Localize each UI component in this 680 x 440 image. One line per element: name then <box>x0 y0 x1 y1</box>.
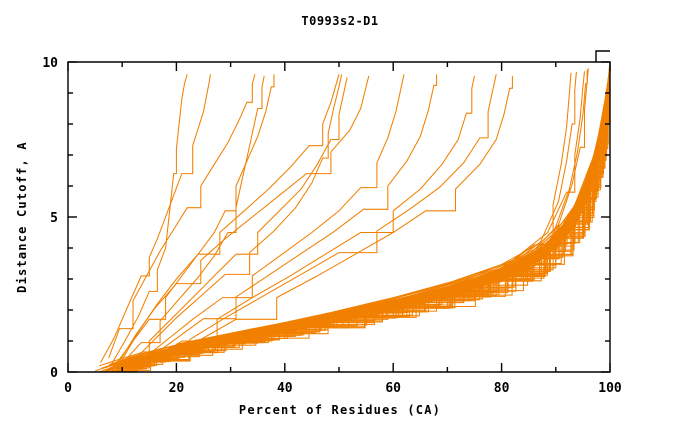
data-curve <box>109 71 610 370</box>
data-curve <box>130 68 589 366</box>
data-curve <box>138 74 405 364</box>
y-tick-label: 5 <box>50 211 58 226</box>
data-curve <box>108 74 256 359</box>
data-curve <box>111 76 610 370</box>
data-curve <box>119 75 370 362</box>
y-tick-label: 10 <box>42 56 58 71</box>
data-curve <box>119 71 586 369</box>
data-curve <box>103 81 610 372</box>
data-curve <box>110 77 610 371</box>
x-tick-label: 40 <box>277 381 293 396</box>
data-curve <box>110 73 610 369</box>
data-curve <box>116 74 275 364</box>
x-tick-label: 0 <box>64 381 72 396</box>
x-tick-label: 60 <box>385 381 401 396</box>
data-curve <box>100 74 212 363</box>
y-axis-label: Distance Cutoff, A <box>15 141 29 293</box>
data-curve <box>121 75 265 364</box>
x-axis-label: Percent of Residues (CA) <box>239 403 441 417</box>
data-curve <box>121 74 340 360</box>
data-curve <box>109 81 610 372</box>
data-curve <box>125 73 610 371</box>
data-curve <box>112 81 610 372</box>
data-curve <box>159 75 513 364</box>
data-curve <box>110 74 188 365</box>
data-curve <box>105 77 610 371</box>
data-curve <box>118 74 610 370</box>
axis-ticks-group <box>67 61 611 373</box>
data-curve <box>109 72 610 369</box>
data-curve <box>127 77 348 364</box>
y-tick-label: 0 <box>50 366 58 381</box>
data-curve <box>106 77 610 371</box>
data-curve <box>143 74 438 363</box>
data-curve <box>116 71 577 370</box>
data-curve <box>117 71 610 369</box>
data-curve <box>125 74 610 372</box>
x-tick-label: 80 <box>494 381 510 396</box>
axis-tick-labels-group: 0 20 40 60 80 100 0 5 10 <box>42 56 622 396</box>
x-tick-label: 20 <box>169 381 185 396</box>
data-curve <box>111 77 610 370</box>
data-curve <box>154 74 497 362</box>
page-title: T0993s2-D1 <box>301 14 379 28</box>
axis-frame-group <box>67 50 611 373</box>
data-curve <box>132 74 343 362</box>
data-curve <box>116 71 610 369</box>
data-curves-group <box>95 62 610 372</box>
x-tick-label: 100 <box>598 381 622 396</box>
